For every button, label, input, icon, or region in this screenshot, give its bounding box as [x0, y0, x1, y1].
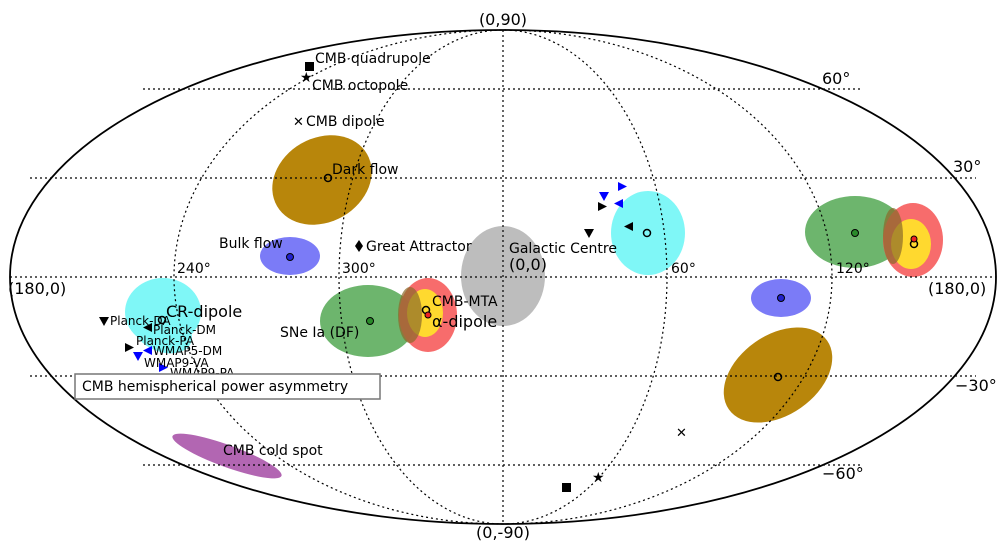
wmap9-pa-marker	[159, 363, 168, 372]
overlap-north	[883, 208, 903, 264]
cyan-dipole-marker	[642, 228, 652, 238]
dark-flow-region-north	[272, 135, 372, 225]
sne-ia-marker	[366, 317, 374, 325]
cmb-quadrupole-label: CMB quadrupole	[315, 51, 431, 67]
left-edge-label: (180,0)	[8, 279, 66, 298]
hemispherical-asymmetry-box: CMB hemispherical power asymmetry	[74, 373, 381, 400]
north-pole-label: (0,90)	[479, 10, 527, 29]
wmap5-dm-marker-north	[614, 199, 623, 208]
wmap9-pa-marker-north	[618, 182, 627, 191]
overlap-south	[398, 287, 422, 343]
right-edge-label: (180,0)	[928, 279, 986, 298]
wmap9-va-label: WMAP9-VA	[144, 356, 209, 370]
cmb-quadrupole-marker	[305, 62, 314, 71]
planck-da-marker	[99, 317, 109, 326]
dark-flow-marker	[323, 173, 333, 183]
wmap9-va-marker	[133, 352, 143, 361]
cr-dipole-label: CR-dipole	[166, 302, 242, 321]
planck-dm-marker	[143, 323, 152, 332]
cmb-dipole-marker: ✕	[293, 115, 304, 130]
hemispherical-frame	[74, 373, 381, 400]
sky-boundary	[9, 29, 997, 525]
planck-pa-marker-north	[598, 202, 607, 211]
dark-flow-region-south	[723, 327, 833, 423]
cmb-quadrupole-marker-south	[562, 483, 571, 492]
meridian-120	[173, 29, 833, 525]
planck-dm-marker-north	[624, 222, 633, 231]
cmb-mta-label: CMB-MTA	[432, 294, 498, 310]
wmap5-dm-label: WMAP5-DM	[153, 344, 222, 358]
sne-ia-label: SNe Ia (DF)	[280, 325, 359, 341]
great-attractor-marker	[355, 240, 363, 252]
bulk-flow-marker	[286, 253, 294, 261]
alpha-dipole-label: α-dipole	[432, 312, 497, 331]
lat-m30-label: −30°	[955, 376, 997, 395]
galactic-centre-label: Galactic Centre	[509, 241, 617, 257]
regions	[125, 135, 943, 479]
planck-dm-label: Planck-DM	[153, 323, 216, 337]
lon-120-label: 120°	[836, 261, 870, 277]
great-attractor-label: Great Attractor	[366, 239, 472, 255]
cmb-hemispherical-region	[133, 310, 193, 354]
lat-m60-label: −60°	[822, 464, 864, 483]
planck-da-label: Planck-DA	[110, 314, 171, 328]
markers: ★ ★ ✕ ✕	[99, 62, 919, 492]
cmb-cold-spot-label: CMB cold spot	[223, 443, 323, 459]
south-pole-label: (0,-90)	[476, 523, 530, 541]
cmb-octopole-marker: ★	[300, 70, 313, 86]
cmb-octopole-label: CMB octopole	[312, 78, 408, 94]
dark-flow-label: Dark flow	[332, 162, 399, 178]
dark-flow-marker-south	[773, 372, 783, 382]
annotation-labels: CMB quadrupole CMB octopole CMB dipole D…	[110, 51, 617, 459]
lon-240-label: 240°	[177, 261, 211, 277]
lon-60-label: 60°	[671, 261, 696, 277]
lon-300-label: 300°	[342, 261, 376, 277]
cr-dipole-marker	[157, 315, 167, 325]
bulk-flow-label: Bulk flow	[219, 236, 283, 252]
wmap5-dm-marker	[143, 346, 152, 355]
hemispherical-label: CMB hemispherical power asymmetry	[82, 379, 348, 395]
cmb-octopole-marker-south: ★	[592, 470, 605, 486]
centre-label: (0,0)	[509, 255, 547, 274]
axis-labels: (0,90) (0,-90) (180,0) (180,0) (0,0) 60°…	[8, 10, 997, 541]
alpha-dipole-marker-south	[424, 311, 432, 319]
cmb-cold-spot-region	[172, 433, 282, 479]
planck-pa-label: Planck-PA	[136, 334, 195, 348]
lat-60-label: 60°	[822, 69, 850, 88]
cmb-dipole-marker-south: ✕	[676, 426, 687, 441]
bulk-flow-marker-south	[777, 294, 785, 302]
grid	[10, 29, 996, 525]
cmb-dipole-label: CMB dipole	[306, 114, 385, 130]
planck-da-marker-north	[584, 229, 594, 238]
lat-30-label: 30°	[953, 157, 981, 176]
wmap9-va-marker-north	[599, 192, 609, 201]
sne-ia-marker-north	[851, 229, 859, 237]
alpha-dipole-marker-north	[910, 235, 918, 243]
planck-pa-marker	[125, 343, 134, 352]
